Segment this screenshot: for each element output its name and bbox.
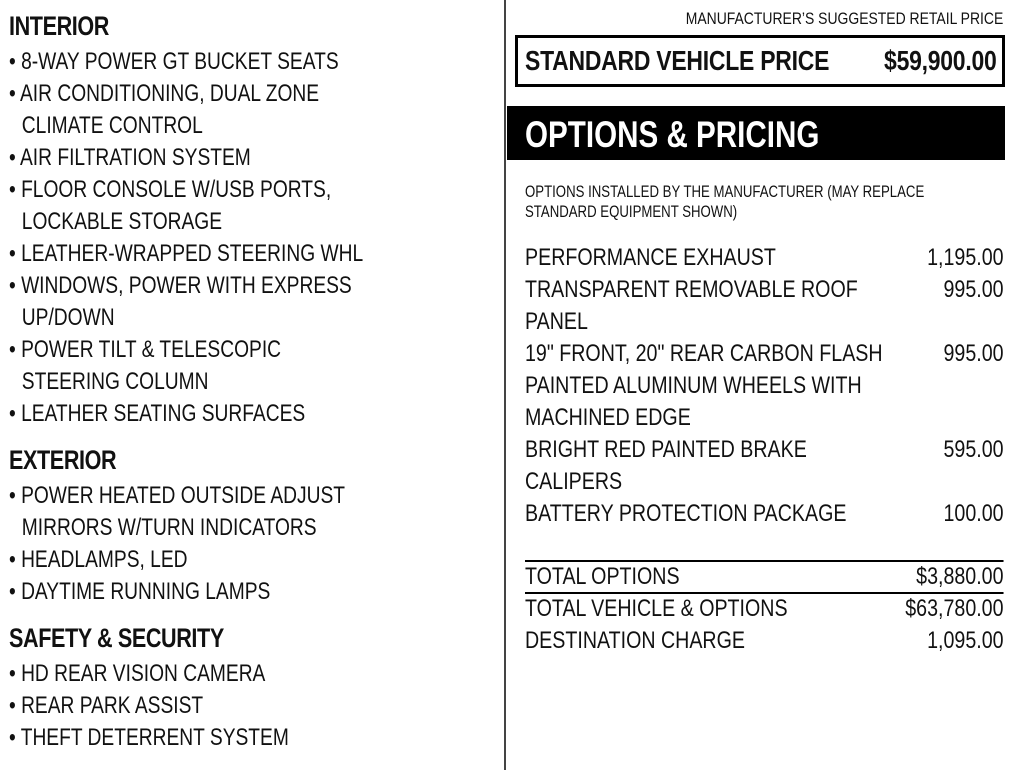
options-banner-title: OPTIONS & PRICING [525,114,820,155]
list-item: • AIR FILTRATION SYSTEM [9,142,489,174]
bullet-icon: • [9,400,22,427]
list-item: • HD REAR VISION CAMERA [9,658,489,690]
list-item: • THEFT DETERRENT SYSTEM [9,722,489,754]
total-price: 1,095.00 [927,627,1004,654]
bullet-icon: • [9,48,22,75]
bullet-icon: • [9,546,22,573]
bullet-icon: • [9,176,22,203]
msrp-label: MANUFACTURER’S SUGGESTED RETAIL PRICE [685,9,1003,28]
item-text: DAYTIME RUNNING LAMPS [21,578,271,605]
bullet-icon: • [9,272,22,299]
options-banner: OPTIONS & PRICING [507,106,1005,160]
list-item: • DAYTIME RUNNING LAMPS [9,576,489,608]
option-label: 19" FRONT, 20" REAR CARBON FLASH PAINTED… [525,340,883,431]
list-item: • AIR CONDITIONING, DUAL ZONE CLIMATE CON… [9,78,489,142]
item-text: STEERING COLUMN [21,368,209,395]
standard-equipment-column: INTERIOR • 8-WAY POWER GT BUCKET SEATS • A… [9,9,489,754]
bullet-icon: • [9,240,22,267]
list-item: • POWER TILT & TELESCOPIC STEERING COLUMN [9,334,489,398]
total-row: TOTAL VEHICLE & OPTIONS $63,780.00 [525,592,1004,624]
option-price: 995.00 [943,276,1004,303]
item-text: WINDOWS, POWER WITH EXPRESS [21,272,352,299]
option-price: 100.00 [943,500,1004,527]
total-price: $3,880.00 [916,563,1004,590]
total-label: TOTAL OPTIONS [525,563,680,590]
option-price: 995.00 [943,340,1004,367]
list-item: • 8-WAY POWER GT BUCKET SEATS [9,46,489,78]
options-list: PERFORMANCE EXHAUST 1,195.00 TRANSPARENT R… [525,242,1004,530]
item-text: FLOOR CONSOLE W/USB PORTS, [21,176,332,203]
bullet-icon: • [9,144,20,171]
bullet-icon: • [9,482,22,509]
item-text: POWER HEATED OUTSIDE ADJUST [21,482,346,509]
option-label: PERFORMANCE EXHAUST [525,244,776,271]
item-text: HEADLAMPS, LED [21,546,188,573]
section-heading: INTERIOR [9,11,110,41]
list-item: • LEATHER-WRAPPED STEERING WHL [9,238,489,270]
standard-price-label: STANDARD VEHICLE PRICE [525,45,830,76]
option-label: BATTERY PROTECTION PACKAGE [525,500,847,527]
option-row: 19" FRONT, 20" REAR CARBON FLASH PAINTED… [525,338,1004,434]
option-price: 595.00 [943,436,1004,463]
bullet-icon: • [9,578,22,605]
option-label: BRIGHT RED PAINTED BRAKE CALIPERS [525,436,807,495]
bullet-icon: • [9,692,22,719]
total-label: DESTINATION CHARGE [525,627,745,654]
item-text: REAR PARK ASSIST [21,692,204,719]
totals-list: TOTAL OPTIONS $3,880.00 TOTAL VEHICLE & OP… [525,560,1004,656]
list-item: • REAR PARK ASSIST [9,690,489,722]
total-label: TOTAL VEHICLE & OPTIONS [525,595,788,622]
item-text: AIR CONDITIONING, DUAL ZONE [20,80,320,107]
total-row: TOTAL OPTIONS $3,880.00 [525,560,1004,592]
standard-price-value: $59,900.00 [884,45,997,76]
section-heading: EXTERIOR [9,445,117,475]
bullet-icon: • [9,660,22,687]
section-heading: SAFETY & SECURITY [9,623,224,653]
option-row: BATTERY PROTECTION PACKAGE 100.00 [525,498,1004,530]
list-item: • FLOOR CONSOLE W/USB PORTS, LOCKABLE STO… [9,174,489,238]
option-price: 1,195.00 [927,244,1004,271]
item-text: HD REAR VISION CAMERA [21,660,266,687]
item-text: POWER TILT & TELESCOPIC [21,336,282,363]
option-label: TRANSPARENT REMOVABLE ROOF PANEL [525,276,858,335]
item-text: CLIMATE CONTROL [21,112,203,139]
item-text: LEATHER-WRAPPED STEERING WHL [21,240,364,267]
bullet-icon: • [9,724,21,751]
total-price: $63,780.00 [905,595,1004,622]
total-row: DESTINATION CHARGE 1,095.00 [525,624,1004,656]
column-divider [504,0,506,770]
list-item: • LEATHER SEATING SURFACES [9,398,489,430]
item-text: LEATHER SEATING SURFACES [21,400,306,427]
list-item: • HEADLAMPS, LED [9,544,489,576]
bullet-icon: • [9,336,22,363]
item-text: 8-WAY POWER GT BUCKET SEATS [21,48,339,75]
bullet-icon: • [9,80,20,107]
item-text: UP/DOWN [21,304,115,331]
item-text: MIRRORS W/TURN INDICATORS [21,514,317,541]
item-text: LOCKABLE STORAGE [21,208,223,235]
option-row: BRIGHT RED PAINTED BRAKE CALIPERS 595.00 [525,434,1004,498]
list-item: • POWER HEATED OUTSIDE ADJUST MIRRORS W/T… [9,480,489,544]
list-item: • WINDOWS, POWER WITH EXPRESS UP/DOWN [9,270,489,334]
standard-price-box: STANDARD VEHICLE PRICE $59,900.00 [515,35,1005,87]
item-text: AIR FILTRATION SYSTEM [20,144,251,171]
option-row: PERFORMANCE EXHAUST 1,195.00 [525,242,1004,274]
item-text: THEFT DETERRENT SYSTEM [20,724,289,751]
options-note: OPTIONS INSTALLED BY THE MANUFACTURER (M… [525,183,925,221]
option-row: TRANSPARENT REMOVABLE ROOF PANEL 995.00 [525,274,1004,338]
